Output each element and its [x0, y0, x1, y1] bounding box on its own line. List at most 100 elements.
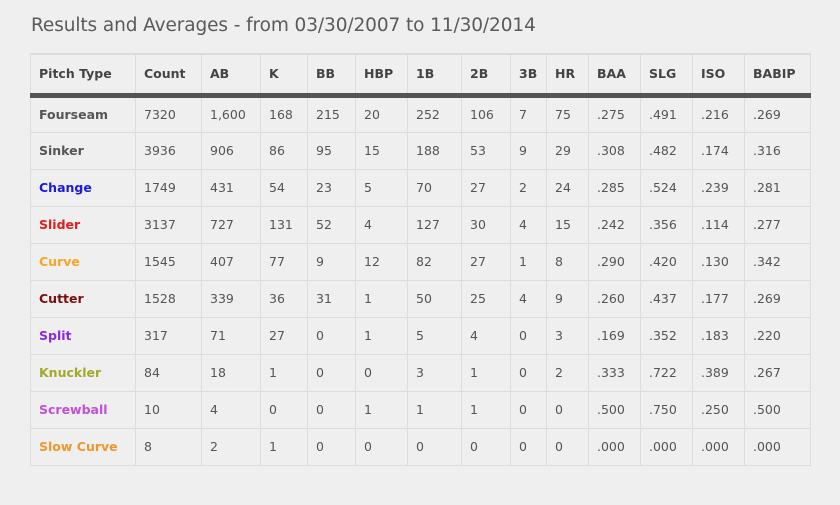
- column-header-hbp[interactable]: HBP: [355, 53, 408, 98]
- table-cell: 4: [355, 205, 408, 244]
- pitch-type-cell: Curve: [30, 242, 136, 281]
- column-header-slg[interactable]: SLG: [640, 53, 693, 98]
- table-cell: .250: [692, 390, 745, 429]
- column-header-2b[interactable]: 2B: [461, 53, 511, 98]
- table-cell: .239: [692, 168, 745, 207]
- table-cell: 12: [355, 242, 408, 281]
- table-cell: .183: [692, 316, 745, 355]
- table-cell: 70: [407, 168, 462, 207]
- table-row: Fourseam 7320 1,600 168 215 20 252 106 7 75.275.4…: [30, 94, 811, 133]
- pitch-type-cell: Cutter: [30, 279, 136, 318]
- table-cell: 127: [407, 205, 462, 244]
- column-header-babip[interactable]: BABIP: [744, 53, 811, 98]
- table-cell: 0: [260, 390, 308, 429]
- table-cell: 52: [307, 205, 356, 244]
- table-row: Knuckler 84 18 1 0 0 3 1 0 2.333.722.389.267: [30, 353, 811, 392]
- table-cell: 30: [461, 205, 511, 244]
- column-header-1b[interactable]: 1B: [407, 53, 462, 98]
- table-cell: 36: [260, 279, 308, 318]
- pitch-type-cell: Slow Curve: [30, 427, 136, 466]
- table-cell: 2: [201, 427, 261, 466]
- table-cell: 50: [407, 279, 462, 318]
- table-row: Cutter 1528 339 36 31 1 50 25 4 9.260.437.177.269: [30, 279, 811, 318]
- table-cell: .130: [692, 242, 745, 281]
- table-cell: .500: [588, 390, 641, 429]
- column-header-ab[interactable]: AB: [201, 53, 261, 98]
- column-header-pitch-type[interactable]: Pitch Type: [30, 53, 136, 98]
- table-cell: 5: [355, 168, 408, 207]
- table-cell: 8: [546, 242, 589, 281]
- table-cell: 7: [510, 94, 547, 133]
- table-cell: 1,600: [201, 94, 261, 133]
- table-cell: .114: [692, 205, 745, 244]
- table-cell: 25: [461, 279, 511, 318]
- table-cell: 3: [546, 316, 589, 355]
- table-cell: .260: [588, 279, 641, 318]
- table-cell: .285: [588, 168, 641, 207]
- table-cell: 0: [407, 427, 462, 466]
- table-row: Curve 1545 407 77 9 12 82 27 1 8.290.420.130.342: [30, 242, 811, 281]
- column-header-hr[interactable]: HR: [546, 53, 589, 98]
- table-cell: 0: [510, 316, 547, 355]
- table-cell: .267: [744, 353, 811, 392]
- column-header-3b[interactable]: 3B: [510, 53, 547, 98]
- column-header-baa[interactable]: BAA: [588, 53, 641, 98]
- table-cell: 431: [201, 168, 261, 207]
- table-cell: 95: [307, 131, 356, 170]
- table-cell: .000: [744, 427, 811, 466]
- table-cell: 31: [307, 279, 356, 318]
- table-cell: 23: [307, 168, 356, 207]
- table-cell: .000: [640, 427, 693, 466]
- results-table: Pitch Type Count AB K BB HBP 1B 2B 3B HR…: [30, 53, 811, 466]
- column-header-bb[interactable]: BB: [307, 53, 356, 98]
- table-header: Pitch Type Count AB K BB HBP 1B 2B 3B HR…: [30, 53, 811, 98]
- table-cell: 1: [355, 279, 408, 318]
- column-header-iso[interactable]: ISO: [692, 53, 745, 98]
- table-cell: 168: [260, 94, 308, 133]
- table-cell: .174: [692, 131, 745, 170]
- table-cell: .482: [640, 131, 693, 170]
- table-cell: .169: [588, 316, 641, 355]
- table-cell: .333: [588, 353, 641, 392]
- table-cell: 727: [201, 205, 261, 244]
- table-cell: 9: [546, 279, 589, 318]
- table-cell: 131: [260, 205, 308, 244]
- table-cell: 5: [407, 316, 462, 355]
- table-cell: 1: [260, 353, 308, 392]
- table-cell: .000: [692, 427, 745, 466]
- table-cell: .281: [744, 168, 811, 207]
- table-cell: 3: [407, 353, 462, 392]
- table-cell: 0: [546, 427, 589, 466]
- table-cell: 15: [355, 131, 408, 170]
- table-cell: 215: [307, 94, 356, 133]
- table-cell: 0: [510, 427, 547, 466]
- table-cell: .316: [744, 131, 811, 170]
- pitch-type-cell: Split: [30, 316, 136, 355]
- pitch-type-cell: Sinker: [30, 131, 136, 170]
- table-cell: 54: [260, 168, 308, 207]
- column-header-count[interactable]: Count: [135, 53, 202, 98]
- header-row: Pitch Type Count AB K BB HBP 1B 2B 3B HR…: [30, 53, 811, 98]
- pitch-type-cell: Screwball: [30, 390, 136, 429]
- table-cell: .242: [588, 205, 641, 244]
- table-body: Fourseam 7320 1,600 168 215 20 252 106 7 75.275.4…: [30, 94, 811, 466]
- table-row: Slider 3137 727 131 52 4 127 30 4 15.242.356.114.…: [30, 205, 811, 244]
- table-cell: 0: [546, 390, 589, 429]
- table-cell: 0: [355, 353, 408, 392]
- table-cell: 1545: [135, 242, 202, 281]
- table-cell: .275: [588, 94, 641, 133]
- pitch-type-cell: Fourseam: [30, 94, 136, 133]
- table-cell: 188: [407, 131, 462, 170]
- table-cell: 15: [546, 205, 589, 244]
- table-row: Sinker 3936 906 86 95 15 188 53 9 29.308.482.174.…: [30, 131, 811, 170]
- table-cell: 1: [355, 390, 408, 429]
- column-header-k[interactable]: K: [260, 53, 308, 98]
- table-cell: .308: [588, 131, 641, 170]
- table-cell: 20: [355, 94, 408, 133]
- table-cell: 0: [307, 390, 356, 429]
- table-cell: 0: [461, 427, 511, 466]
- table-cell: 0: [510, 390, 547, 429]
- table-cell: 84: [135, 353, 202, 392]
- table-cell: 27: [260, 316, 308, 355]
- table-cell: 24: [546, 168, 589, 207]
